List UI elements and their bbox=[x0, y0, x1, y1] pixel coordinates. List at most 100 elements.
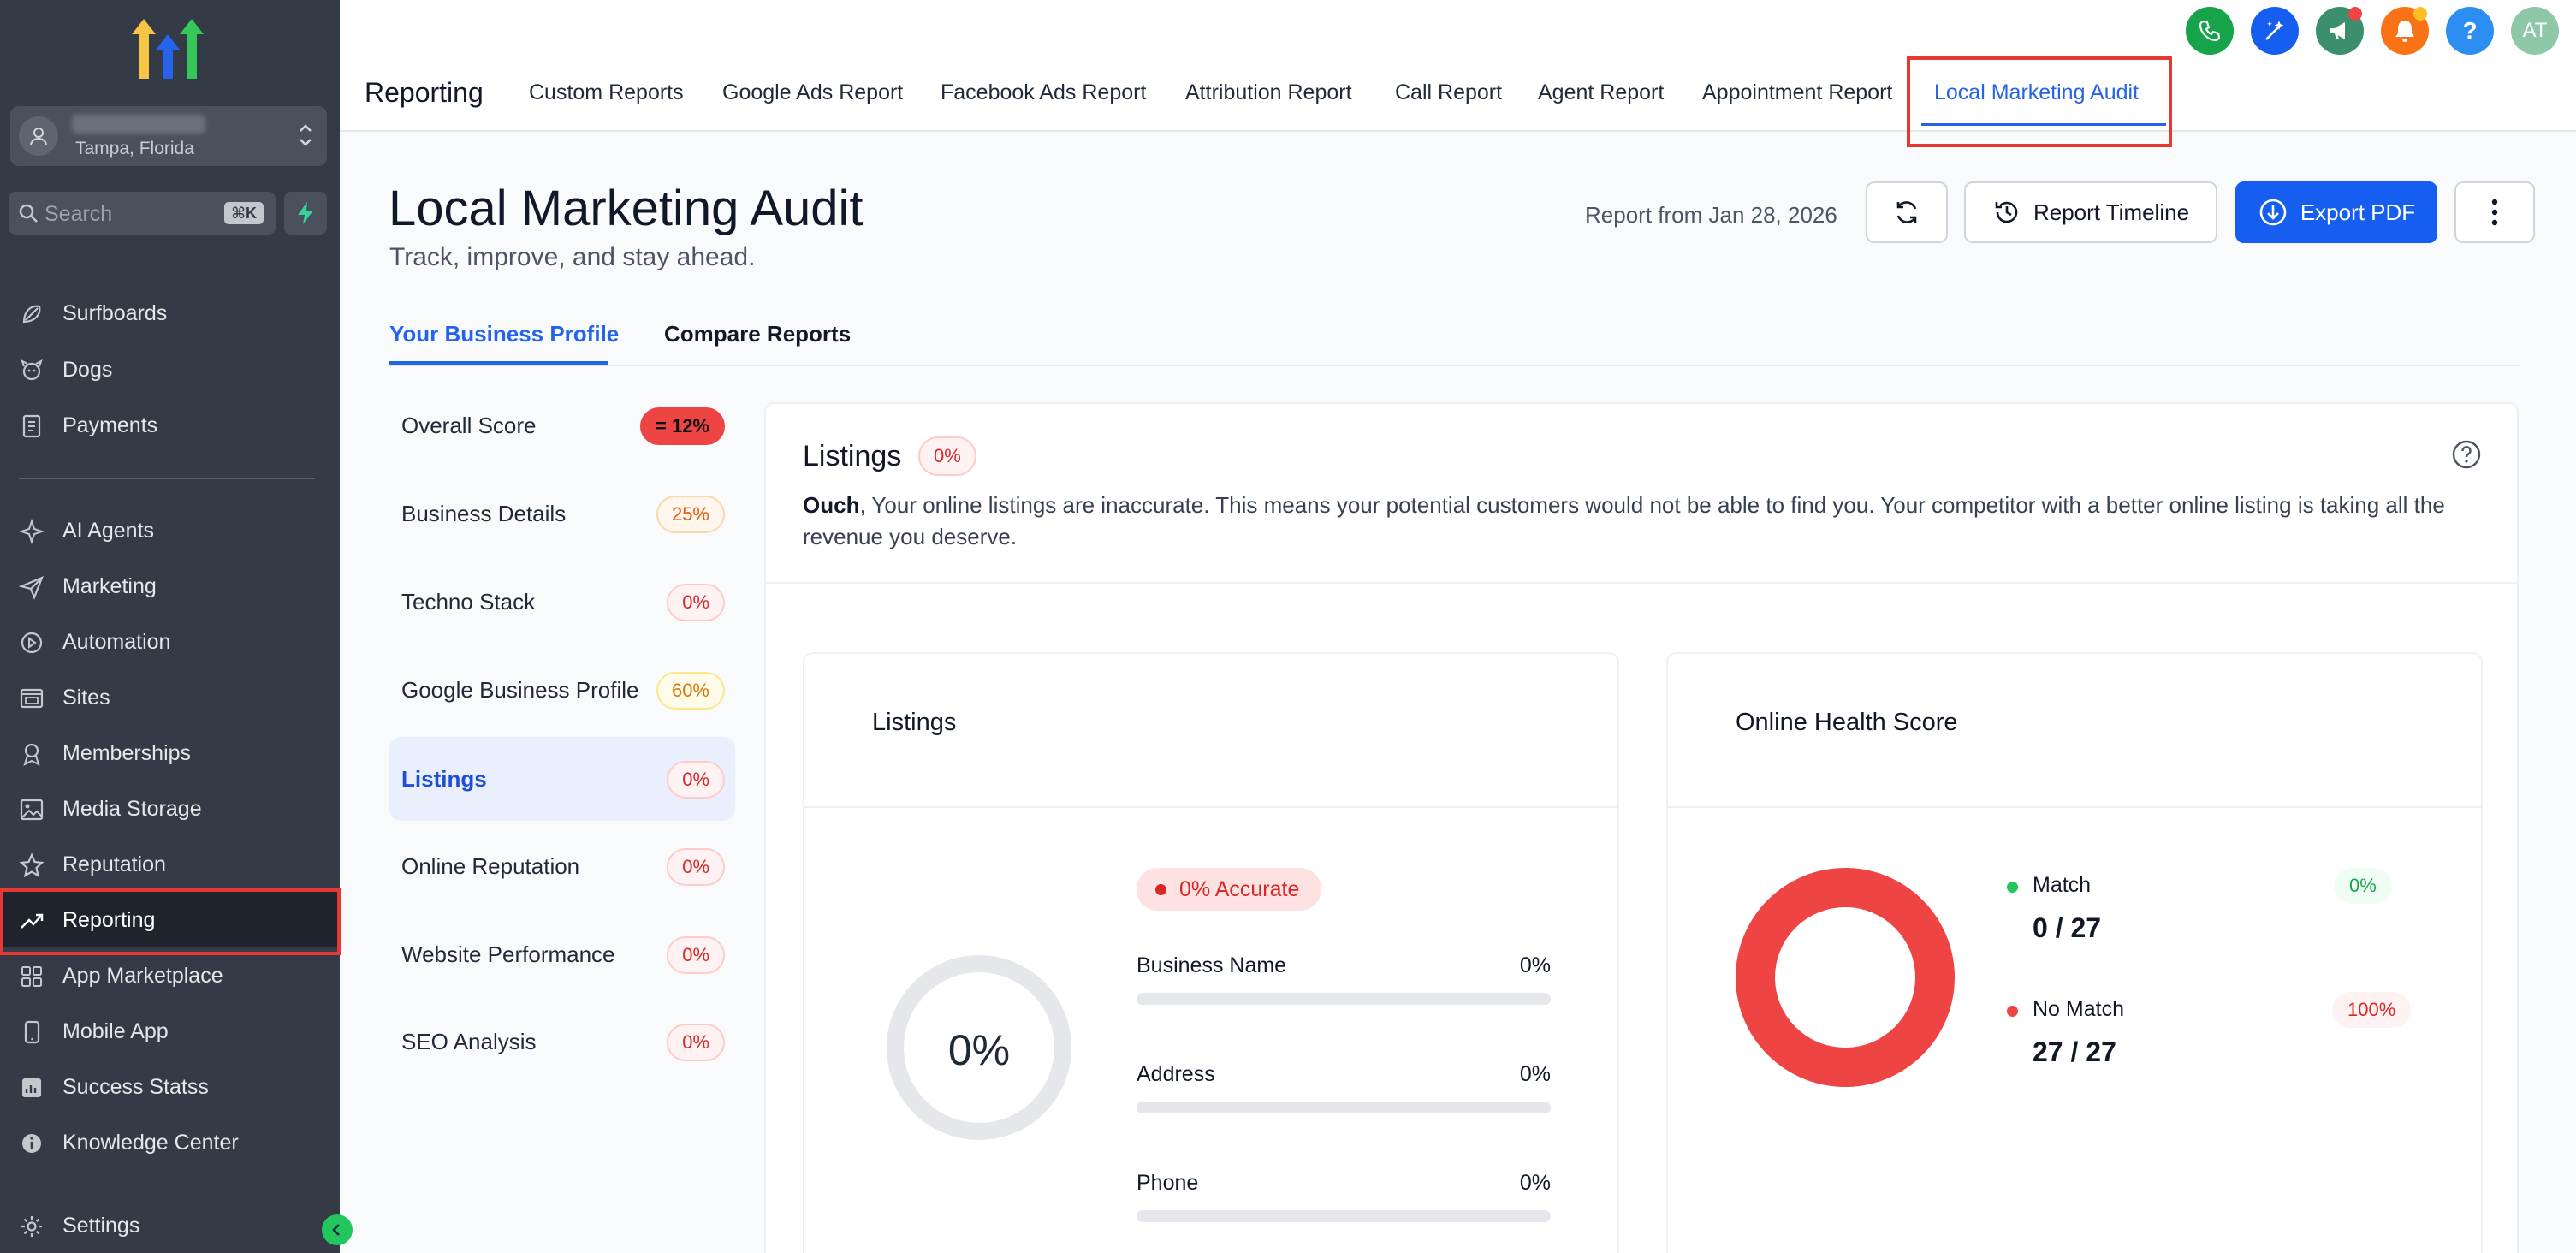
card-divider bbox=[804, 806, 1617, 808]
tab-facebook-ads-report[interactable]: Facebook Ads Report bbox=[941, 80, 1147, 104]
score-badge: 60% bbox=[656, 672, 725, 710]
card-title: Online Health Score bbox=[1736, 709, 1958, 736]
sidebar-item-memberships[interactable]: Memberships bbox=[0, 724, 340, 781]
grid-icon bbox=[21, 966, 42, 987]
automation-icon bbox=[21, 632, 43, 654]
sidebar-item-app-marketplace[interactable]: App Marketplace bbox=[0, 947, 340, 1003]
ai-assistant-button[interactable] bbox=[2251, 7, 2299, 55]
more-vertical-icon bbox=[2491, 199, 2498, 226]
menu-item-overall-score[interactable]: Overall Score = 12% bbox=[389, 383, 735, 467]
dog-icon bbox=[21, 359, 43, 381]
sidebar-collapse-button[interactable] bbox=[322, 1214, 353, 1245]
score-badge: 0% bbox=[667, 584, 725, 621]
page-subtitle: Track, improve, and stay ahead. bbox=[389, 243, 756, 271]
menu-item-online-reputation[interactable]: Online Reputation 0% bbox=[389, 824, 735, 908]
phone-button[interactable] bbox=[2186, 7, 2234, 55]
phone-icon bbox=[2199, 20, 2221, 42]
legend-dot bbox=[2007, 882, 2018, 893]
legend-pill: 100% bbox=[2332, 992, 2412, 1028]
sidebar-item-mobile-app[interactable]: Mobile App bbox=[0, 1002, 340, 1059]
sidebar-item-automation[interactable]: Automation bbox=[0, 613, 340, 669]
tab-google-ads-report[interactable]: Google Ads Report bbox=[722, 80, 904, 104]
active-subtab-indicator bbox=[389, 361, 608, 365]
image-icon bbox=[20, 799, 44, 821]
section-title: Reporting bbox=[365, 77, 484, 108]
location-city: Tampa, Florida bbox=[75, 139, 194, 158]
panel-divider bbox=[766, 582, 2517, 584]
star-icon bbox=[19, 852, 45, 878]
tab-compare-reports[interactable]: Compare Reports bbox=[664, 321, 852, 347]
online-health-card: Online Health Score Match 0 / 27 0% No M… bbox=[1666, 652, 2483, 1253]
gear-icon bbox=[21, 1216, 42, 1237]
chevron-updown-icon bbox=[300, 124, 312, 146]
menu-item-listings[interactable]: Listings 0% bbox=[389, 737, 735, 821]
tab-custom-reports[interactable]: Custom Reports bbox=[529, 80, 684, 104]
page-title: Local Marketing Audit bbox=[389, 181, 864, 236]
membership-icon bbox=[23, 743, 40, 766]
app-logo[interactable] bbox=[128, 15, 209, 82]
menu-item-techno-stack[interactable]: Techno Stack 0% bbox=[389, 560, 735, 644]
score-badge: 0% bbox=[667, 936, 725, 974]
panel-title: Listings bbox=[803, 440, 902, 472]
progress-track bbox=[1137, 993, 1551, 1005]
tab-appointment-report[interactable]: Appointment Report bbox=[1702, 80, 1893, 104]
score-badge: 0% bbox=[667, 848, 725, 886]
health-donut bbox=[1736, 868, 1955, 1087]
menu-item-website-performance[interactable]: Website Performance 0% bbox=[389, 912, 735, 996]
menu-item-google-business-profile[interactable]: Google Business Profile 60% bbox=[389, 648, 735, 732]
tab-call-report[interactable]: Call Report bbox=[1395, 80, 1503, 104]
chevron-left-icon bbox=[332, 1224, 340, 1236]
report-timeline-button[interactable]: Report Timeline bbox=[1964, 181, 2217, 243]
refresh-button[interactable] bbox=[1866, 181, 1948, 243]
sites-icon bbox=[20, 688, 44, 709]
location-switcher[interactable]: Tampa, Florida bbox=[10, 106, 327, 166]
search-placeholder: Search bbox=[45, 202, 113, 226]
tab-your-business-profile[interactable]: Your Business Profile bbox=[389, 321, 620, 347]
panel-score-badge: 0% bbox=[918, 436, 976, 476]
sidebar-item-dogs[interactable]: Dogs bbox=[0, 341, 340, 397]
location-name-redacted bbox=[72, 115, 205, 134]
sidebar-item-payments[interactable]: Payments bbox=[0, 396, 340, 453]
sidebar-item-reporting[interactable]: Reporting bbox=[0, 891, 340, 947]
quick-action-button[interactable] bbox=[284, 192, 327, 235]
help-button[interactable]: ? bbox=[2446, 7, 2494, 55]
sidebar-divider bbox=[19, 478, 315, 479]
sidebar: Tampa, Florida Search ⌘K Surfboards Dogs… bbox=[0, 0, 341, 1253]
score-badge: 0% bbox=[667, 1024, 725, 1061]
sidebar-item-settings[interactable]: Settings bbox=[0, 1197, 340, 1253]
announcements-button[interactable] bbox=[2316, 7, 2364, 55]
export-pdf-button[interactable]: Export PDF bbox=[2235, 181, 2437, 243]
top-navigation: Reporting Custom Reports Google Ads Repo… bbox=[340, 0, 2576, 147]
accuracy-badge: 0% Accurate bbox=[1137, 868, 1322, 911]
sidebar-item-surfboards[interactable]: Surfboards bbox=[0, 284, 340, 341]
sidebar-search[interactable]: Search ⌘K bbox=[9, 192, 276, 235]
help-circle-icon[interactable] bbox=[2450, 438, 2483, 471]
sidebar-item-success-statss[interactable]: Success Statss bbox=[0, 1058, 340, 1114]
location-avatar-icon bbox=[19, 116, 58, 156]
menu-item-seo-analysis[interactable]: SEO Analysis 0% bbox=[389, 1000, 735, 1084]
sidebar-item-knowledge-center[interactable]: Knowledge Center bbox=[0, 1113, 340, 1170]
active-tab-indicator bbox=[1921, 123, 2166, 126]
megaphone-icon bbox=[2330, 22, 2345, 39]
tab-agent-report[interactable]: Agent Report bbox=[1538, 80, 1665, 104]
user-avatar[interactable]: AT bbox=[2511, 7, 2559, 55]
sidebar-item-reputation[interactable]: Reputation bbox=[0, 835, 340, 892]
more-options-button[interactable] bbox=[2454, 181, 2535, 243]
sidebar-item-ai-agents[interactable]: AI Agents bbox=[0, 502, 340, 558]
sidebar-item-media-storage[interactable]: Media Storage bbox=[0, 780, 340, 836]
bolt-icon bbox=[298, 202, 313, 224]
donut-segment-no-match bbox=[1736, 868, 1955, 1087]
sidebar-item-marketing[interactable]: Marketing bbox=[0, 557, 340, 614]
history-icon bbox=[1995, 201, 2018, 223]
notifications-button[interactable] bbox=[2381, 7, 2429, 55]
menu-item-business-details[interactable]: Business Details 25% bbox=[389, 472, 735, 555]
sidebar-item-sites[interactable]: Sites bbox=[0, 668, 340, 725]
tab-local-marketing-audit[interactable]: Local Marketing Audit bbox=[1934, 80, 2140, 104]
card-title: Listings bbox=[872, 709, 957, 736]
panel-description: Ouch, Your online listings are inaccurat… bbox=[803, 492, 2445, 549]
listings-card: Listings 0% 0% Accurate Business Name 0%… bbox=[803, 652, 1619, 1253]
progress-track bbox=[1137, 1210, 1551, 1222]
notification-dot bbox=[2348, 7, 2362, 21]
accuracy-ring bbox=[887, 955, 1071, 1140]
tab-attribution-report[interactable]: Attribution Report bbox=[1185, 80, 1352, 104]
